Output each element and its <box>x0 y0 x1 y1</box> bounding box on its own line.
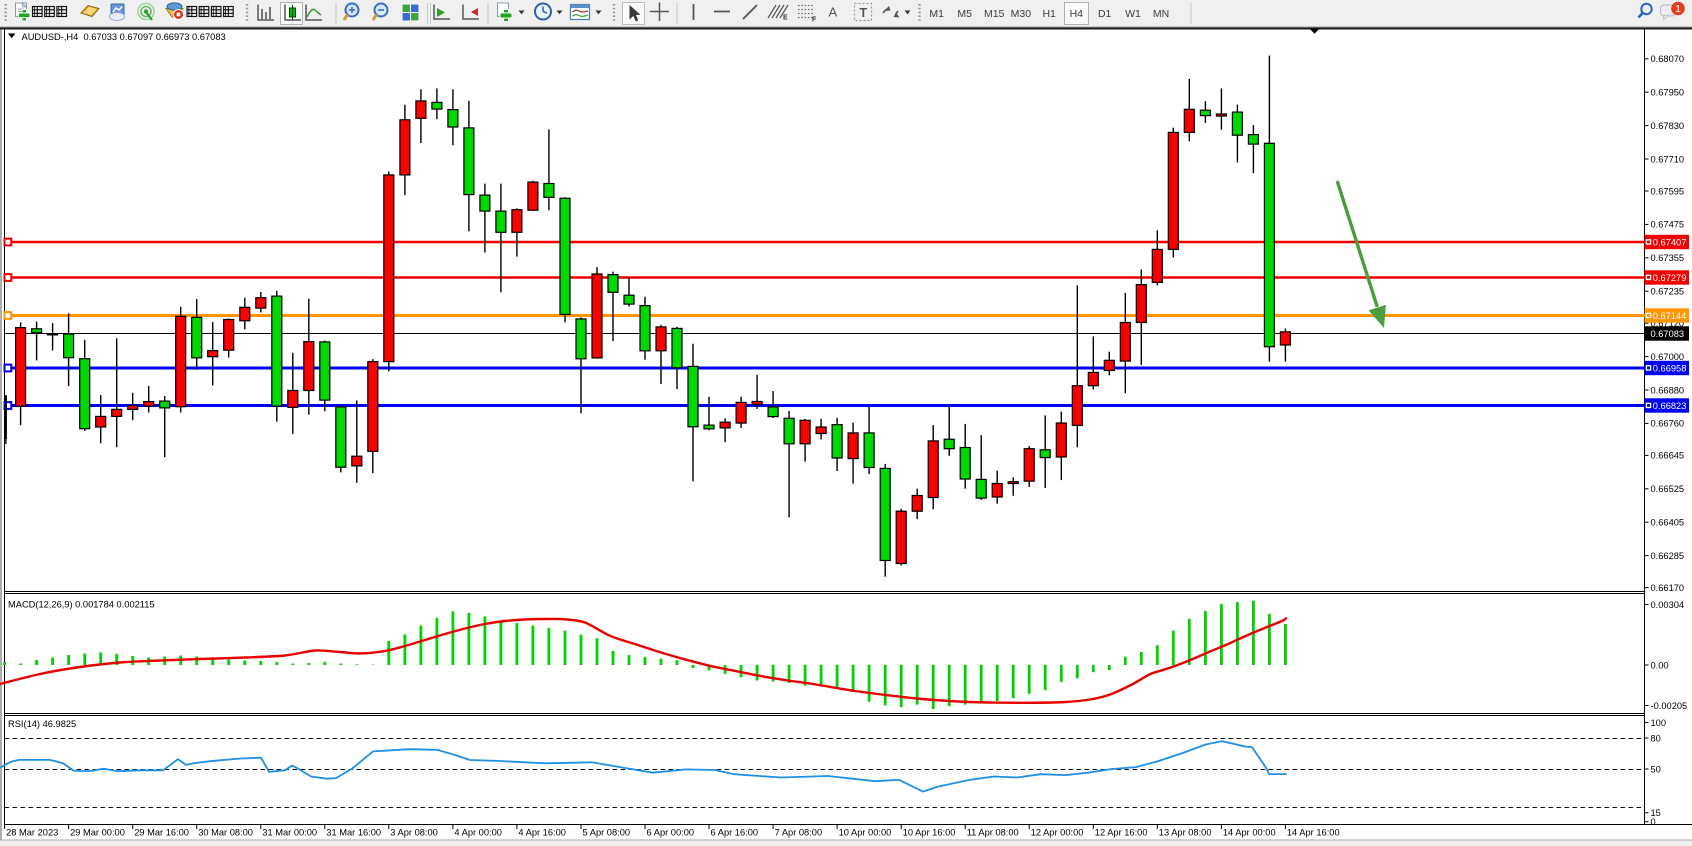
svg-text:0.67595: 0.67595 <box>1651 186 1685 196</box>
svg-text:0.67083: 0.67083 <box>1651 329 1685 339</box>
svg-text:0.66760: 0.66760 <box>1651 419 1685 429</box>
svg-text:0: 0 <box>1651 817 1656 827</box>
svg-text:14 Apr 16:00: 14 Apr 16:00 <box>1287 828 1340 838</box>
svg-text:1: 1 <box>1675 3 1681 15</box>
svg-text:30 Mar 08:00: 30 Mar 08:00 <box>198 828 253 838</box>
svg-text:29 Mar 00:00: 29 Mar 00:00 <box>70 828 125 838</box>
svg-text:0.66958: 0.66958 <box>1653 363 1687 373</box>
svg-text:12 Apr 16:00: 12 Apr 16:00 <box>1095 828 1148 838</box>
svg-text:0.67950: 0.67950 <box>1651 88 1685 98</box>
svg-text:11 Apr 08:00: 11 Apr 08:00 <box>967 828 1019 838</box>
svg-text:D1: D1 <box>1098 8 1112 20</box>
svg-text:M5: M5 <box>957 8 972 20</box>
svg-text:5 Apr 08:00: 5 Apr 08:00 <box>583 828 631 838</box>
svg-text:0.67235: 0.67235 <box>1651 287 1685 297</box>
svg-text:100: 100 <box>1651 718 1667 728</box>
svg-text:10 Apr 00:00: 10 Apr 00:00 <box>839 828 892 838</box>
svg-text:31 Mar 00:00: 31 Mar 00:00 <box>262 828 317 838</box>
svg-text:0.67830: 0.67830 <box>1651 121 1685 131</box>
svg-text:M15: M15 <box>984 8 1005 20</box>
svg-text:F: F <box>812 17 817 24</box>
svg-text:7 Apr 08:00: 7 Apr 08:00 <box>775 828 823 838</box>
svg-text:0.67000: 0.67000 <box>1651 352 1685 362</box>
svg-text:0.67710: 0.67710 <box>1651 154 1685 164</box>
svg-text:80: 80 <box>1651 733 1661 743</box>
svg-text:MN: MN <box>1153 8 1169 20</box>
svg-text:A: A <box>829 5 838 20</box>
svg-text:M1: M1 <box>929 8 944 20</box>
svg-text:0.67475: 0.67475 <box>1651 220 1685 230</box>
svg-text:50: 50 <box>1651 764 1661 774</box>
svg-text:0.68070: 0.68070 <box>1651 54 1685 64</box>
svg-text:15: 15 <box>1651 808 1661 818</box>
svg-text:0.66285: 0.66285 <box>1651 551 1685 561</box>
svg-text:4 Apr 00:00: 4 Apr 00:00 <box>454 828 502 838</box>
svg-text:T: T <box>860 6 868 20</box>
svg-text:0.00: 0.00 <box>1651 660 1669 670</box>
svg-text:14 Apr 00:00: 14 Apr 00:00 <box>1223 828 1276 838</box>
svg-text:RSI(14) 46.9825: RSI(14) 46.9825 <box>8 719 76 729</box>
svg-text:0.66170: 0.66170 <box>1651 583 1685 593</box>
svg-text:12 Apr 00:00: 12 Apr 00:00 <box>1031 828 1084 838</box>
svg-text:10 Apr 16:00: 10 Apr 16:00 <box>903 828 956 838</box>
svg-text:3 Apr 08:00: 3 Apr 08:00 <box>390 828 438 838</box>
svg-text:29 Mar 16:00: 29 Mar 16:00 <box>134 828 189 838</box>
svg-text:0.66525: 0.66525 <box>1651 484 1685 494</box>
svg-text:E: E <box>783 15 788 22</box>
svg-text:0.67120: 0.67120 <box>1651 319 1685 329</box>
svg-text:0.66823: 0.66823 <box>1653 401 1687 411</box>
svg-text:0.00304: 0.00304 <box>1651 600 1685 610</box>
svg-text:13 Apr 08:00: 13 Apr 08:00 <box>1159 828 1212 838</box>
svg-text:H4: H4 <box>1070 8 1084 20</box>
svg-text:6 Apr 00:00: 6 Apr 00:00 <box>647 828 695 838</box>
svg-text:MACD(12,26,9) 0.001784 0.00211: MACD(12,26,9) 0.001784 0.002115 <box>8 600 155 610</box>
svg-text:6 Apr 16:00: 6 Apr 16:00 <box>711 828 759 838</box>
svg-text:W1: W1 <box>1125 8 1141 20</box>
svg-text:28 Mar 2023: 28 Mar 2023 <box>6 828 58 838</box>
svg-text:31 Mar 16:00: 31 Mar 16:00 <box>326 828 381 838</box>
svg-text:H1: H1 <box>1042 8 1056 20</box>
svg-text:0.67407: 0.67407 <box>1653 237 1687 247</box>
svg-text:4 Apr 16:00: 4 Apr 16:00 <box>518 828 566 838</box>
svg-text:0.67279: 0.67279 <box>1653 273 1687 283</box>
svg-text:-0.00205: -0.00205 <box>1651 701 1688 711</box>
svg-text:0.66405: 0.66405 <box>1651 518 1685 528</box>
svg-text:0.66880: 0.66880 <box>1651 385 1685 395</box>
svg-text:0.67355: 0.67355 <box>1651 253 1685 263</box>
svg-text:AUDUSD-,H4 0.67033 0.67097 0.: AUDUSD-,H4 0.67033 0.67097 0.66973 0.670… <box>22 32 226 42</box>
svg-text:0.67144: 0.67144 <box>1653 311 1687 321</box>
svg-text:M30: M30 <box>1011 8 1032 20</box>
svg-text:0.66645: 0.66645 <box>1651 451 1685 461</box>
